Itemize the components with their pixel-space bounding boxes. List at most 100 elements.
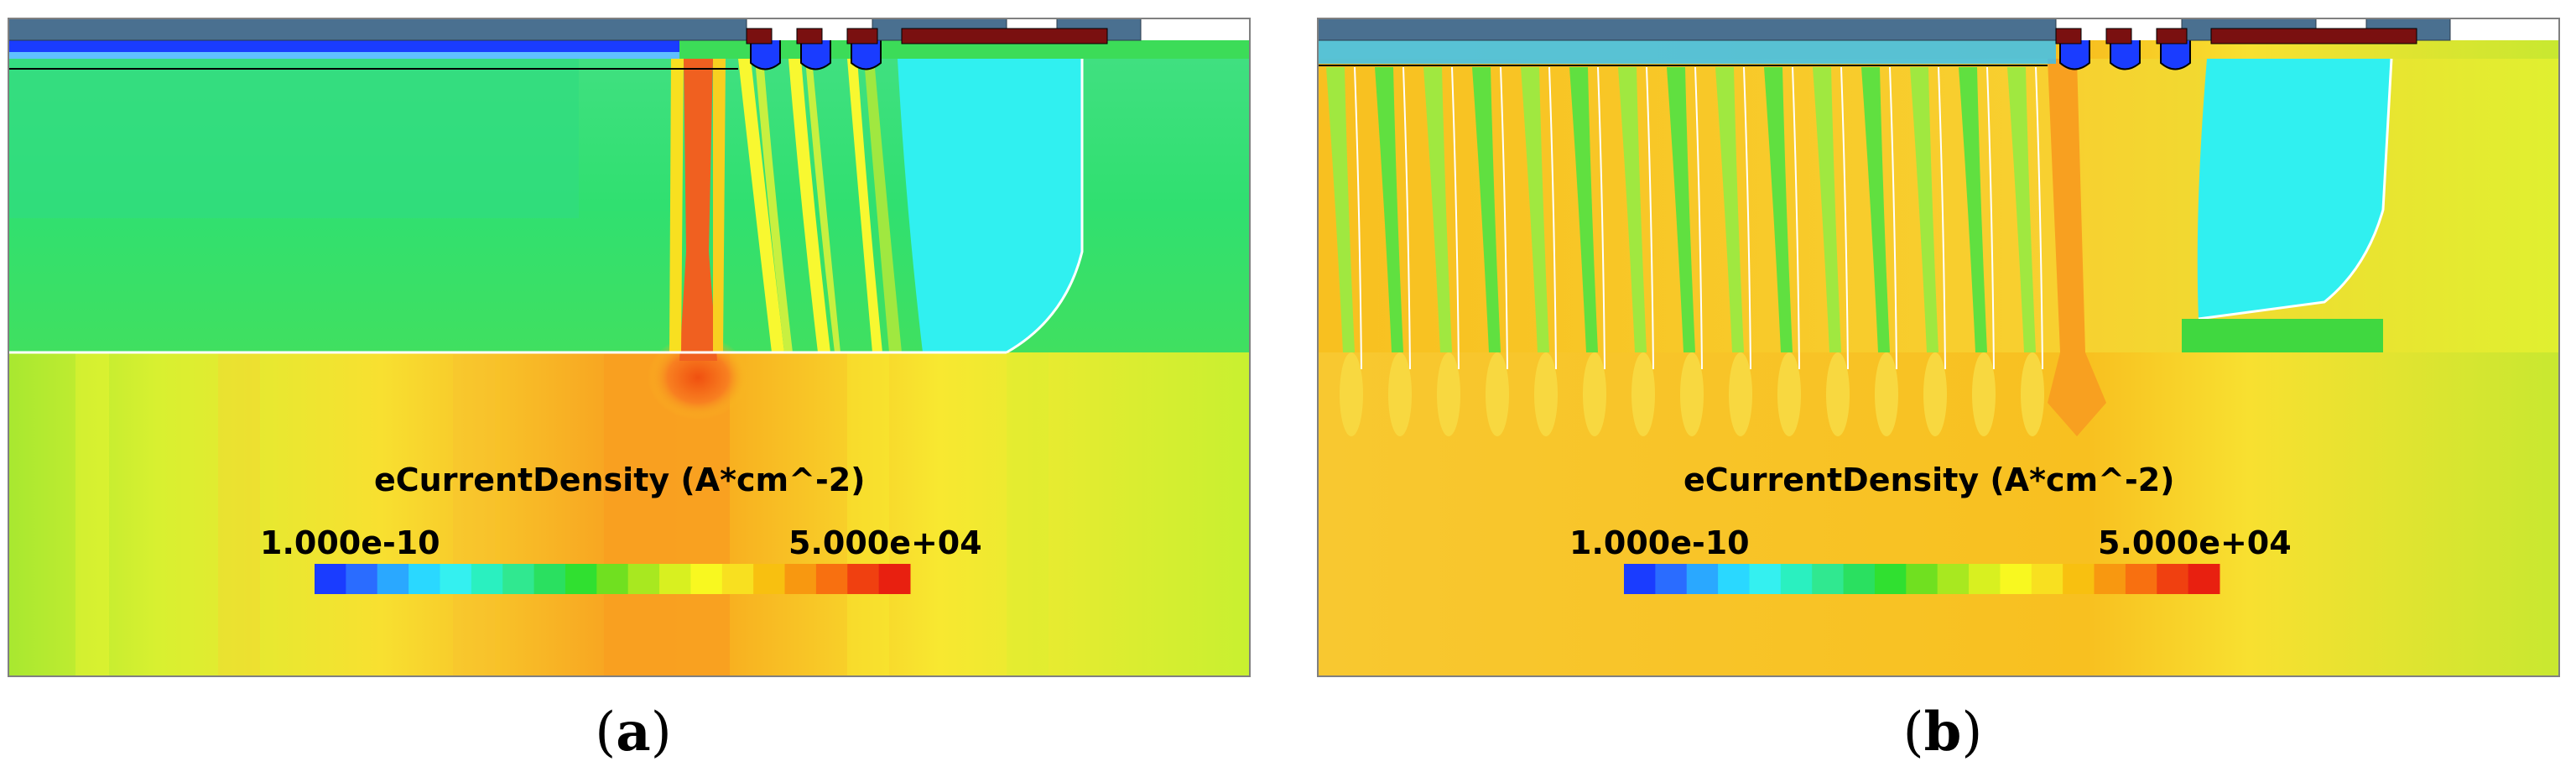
cell-tail [1680, 352, 1704, 436]
cell-filament [1813, 67, 1841, 352]
cell-filament [1375, 67, 1403, 352]
colorbar-swatch [1718, 564, 1750, 594]
colorbar-swatch [533, 564, 566, 594]
colorbar-swatch [471, 564, 503, 594]
depletion-region [898, 59, 1082, 352]
colorbar-swatch [2157, 564, 2189, 594]
cell-filament [2007, 67, 2036, 352]
cell-filament [1618, 67, 1647, 352]
colorbar [315, 564, 911, 594]
cell-filament [1521, 67, 1549, 352]
colorbar-swatch [1969, 564, 2001, 594]
colorbar-swatch [565, 564, 597, 594]
colorbar-swatch [2188, 564, 2220, 594]
colorbar-max-label: 5.000e+04 [2098, 524, 2292, 561]
cell-boundary [2035, 66, 2043, 370]
colorbar-swatch [784, 564, 817, 594]
colorbar-swatch [2063, 564, 2095, 594]
cell-boundary [1354, 66, 1362, 370]
colorbar-swatch [2031, 564, 2063, 594]
colorbar-swatch [878, 564, 911, 594]
colorbar-swatch [1655, 564, 1688, 594]
colorbar-swatch [690, 564, 723, 594]
passivation-left [8, 18, 747, 41]
cell-filament [1667, 67, 1695, 352]
simulation-plot-a: eCurrentDensity (A*cm^-2) 1.000e-10 5.00… [8, 18, 1251, 677]
panel-b: eCurrentDensity (A*cm^-2) 1.000e-10 5.00… [1309, 0, 2576, 777]
cell-tail [1972, 352, 1996, 436]
colorbar [1624, 564, 2220, 594]
depletion-boundary [1006, 59, 1084, 354]
trench-gates [2059, 40, 2191, 70]
spike-edge-left [669, 59, 684, 352]
cell-tail [1826, 352, 1850, 436]
colorbar-swatch [1624, 564, 1656, 594]
cell-boundary [1743, 66, 1751, 370]
current-spike [679, 59, 717, 361]
caption-a: (a) [595, 701, 672, 764]
colorbar-swatch [346, 564, 378, 594]
cell-filament [1423, 67, 1452, 352]
colorbar-swatch [377, 564, 409, 594]
colorbar-min-label: 1.000e-10 [260, 524, 440, 561]
cell-tail [1534, 352, 1558, 436]
cell-filament [1326, 67, 1355, 352]
colorbar-swatch [409, 564, 440, 594]
colorbar-swatch [1874, 564, 1907, 594]
colorbar-swatch [1812, 564, 1845, 594]
cell-tail [1631, 352, 1655, 436]
colorbar-swatch [1937, 564, 1970, 594]
colorbar-swatch [2125, 564, 2157, 594]
cell-tail [1875, 352, 1898, 436]
spike-edge-right [713, 59, 726, 352]
colorbar-swatch [1906, 564, 1939, 594]
colorbar-swatch [659, 564, 691, 594]
plot-frame [8, 18, 1251, 677]
colorbar-swatch [627, 564, 660, 594]
simulation-plot-b: eCurrentDensity (A*cm^-2) 1.000e-10 5.00… [1317, 18, 2560, 677]
trench-gates [750, 40, 882, 70]
cell-boundary [1646, 66, 1654, 370]
colorbar-swatch [1780, 564, 1813, 594]
depletion-region [2197, 59, 2391, 319]
colorbar-swatch [502, 564, 535, 594]
cell-tail [2021, 352, 2044, 436]
cell-filament [1959, 67, 1987, 352]
colorbar-max-label: 5.000e+04 [788, 524, 982, 561]
plot-frame [1317, 18, 2560, 677]
colorbar-swatch [2000, 564, 2032, 594]
cell-filaments [1326, 66, 2044, 436]
cell-boundary [1597, 66, 1605, 370]
depletion-edge [2182, 319, 2383, 352]
colorbar-swatch [1843, 564, 1876, 594]
cell-filament [1764, 67, 1793, 352]
cell-tail [1388, 352, 1412, 436]
substrate-stripes [75, 352, 1049, 676]
cell-filament [1472, 67, 1501, 352]
current-hotspot [648, 336, 748, 420]
upper-left-zone [8, 59, 579, 218]
current-spike [2048, 59, 2106, 436]
channel-layer-lower [8, 52, 679, 59]
cell-boundary [1986, 66, 1995, 370]
depletion-boundary [2198, 58, 2393, 321]
colorbar-title: eCurrentDensity (A*cm^-2) [1684, 462, 2175, 498]
colorbar-swatch [440, 564, 472, 594]
cell-boundary [1889, 66, 1897, 370]
cell-tail [1923, 352, 1947, 436]
colorbar-min-label: 1.000e-10 [1569, 524, 1750, 561]
cell-tail [1777, 352, 1801, 436]
colorbar-swatch [847, 564, 880, 594]
electrodes [746, 28, 1108, 44]
colorbar-swatch [2094, 564, 2126, 594]
colorbar-swatch [753, 564, 786, 594]
cell-tail [1583, 352, 1606, 436]
cell-filament [1910, 67, 1939, 352]
cell-tail [1437, 352, 1460, 436]
colorbar-swatch [721, 564, 754, 594]
filaments [738, 59, 902, 352]
panel-a: eCurrentDensity (A*cm^-2) 1.000e-10 5.00… [0, 0, 1267, 777]
cell-filament [1569, 67, 1598, 352]
cell-boundary [1451, 66, 1460, 370]
colorbar-swatch [596, 564, 629, 594]
